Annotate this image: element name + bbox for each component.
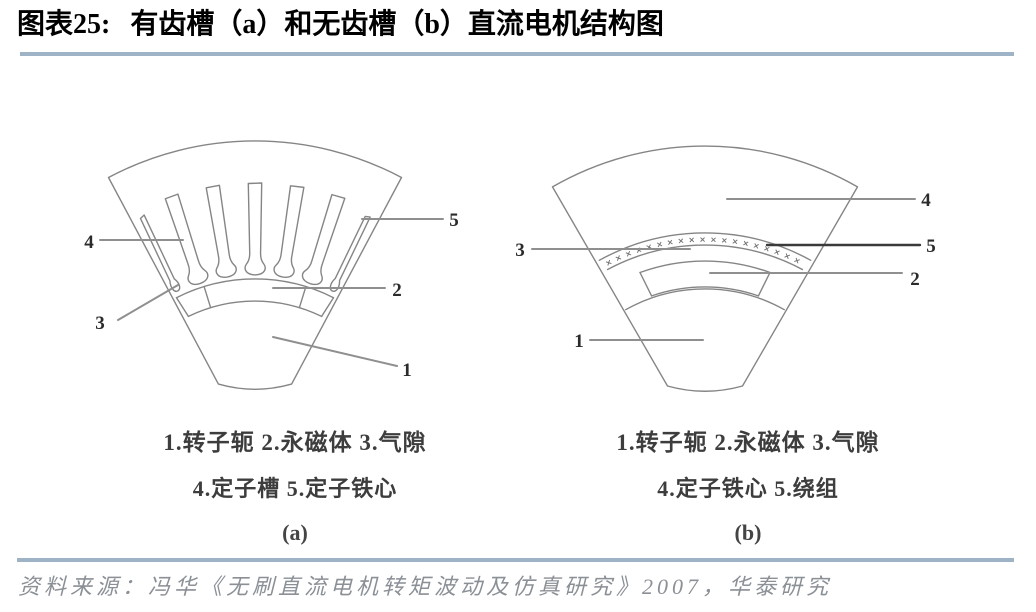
winding-band: × × × × × × × × × × × × × × × × × × × × … (495, 115, 812, 271)
stator-slot (299, 192, 349, 288)
caption-a-line1: 1.转子轭 2.永磁体 3.气隙 (163, 430, 427, 455)
magnet-inner-arc (650, 286, 760, 297)
magnet-outer-arc (639, 260, 771, 274)
magnet-division-line (298, 285, 307, 309)
magnet-division-line (203, 285, 212, 309)
stator-fan-outline (107, 140, 403, 390)
callout-number-2: 2 (392, 280, 402, 301)
permanent-magnet-segment (639, 260, 771, 297)
magnet-end-line (320, 297, 335, 318)
permanent-magnet-band (175, 278, 335, 318)
callout-line-3 (117, 284, 179, 321)
callout-number-5: 5 (926, 236, 936, 257)
callout-number-4: 4 (921, 190, 931, 211)
winding-inner-arc (606, 244, 804, 271)
magnet-end-line (175, 297, 190, 318)
magnet-end-line (757, 271, 771, 297)
stator-slot (244, 182, 266, 276)
stator-slot (202, 184, 238, 280)
caption-b-line2: 4.定子铁心 5.绕组 (657, 476, 839, 501)
callout-number-1: 1 (402, 360, 412, 381)
winding-x-marks: × × × × × × × × × × × × × × × × × × × × … (495, 115, 806, 268)
magnet-outer-arc (175, 278, 335, 299)
title-divider-rule (20, 52, 1014, 56)
callout-number-3: 3 (95, 313, 105, 334)
bottom-divider-rule (17, 558, 1014, 562)
callout-number-5: 5 (449, 210, 459, 231)
figure-title: 有齿槽（a）和无齿槽（b）直流电机结构图 (130, 9, 664, 40)
subfigure-tag-b: (b) (734, 520, 762, 545)
figure-number-label: 图表25: (17, 9, 111, 40)
callout-number-2: 2 (910, 269, 920, 290)
callout-number-3: 3 (515, 240, 525, 261)
stator-fan-outline (551, 145, 859, 392)
stator-slot (272, 184, 309, 280)
callout-line-1 (272, 336, 398, 367)
diagram-b-slotless-motor: × × × × × × × × × × × × × × × × × × × × … (495, 115, 936, 392)
stator-slots (137, 182, 373, 294)
caption-a-line2: 4.定子槽 5.定子铁心 (192, 476, 398, 501)
callout-number-1: 1 (574, 331, 584, 352)
diagram-a-slotted-motor: 4 5 2 3 1 (84, 140, 459, 390)
caption-diagram-b: 1.转子轭 2.永磁体 3.气隙 4.定子铁心 5.绕组 (b) (558, 423, 938, 546)
figure-header: 图表25: 有齿槽（a）和无齿槽（b）直流电机结构图 (17, 6, 664, 44)
subfigure-tag-a: (a) (282, 520, 308, 545)
magnet-inner-arc (187, 300, 323, 318)
source-line: 资料来源：冯华《无刷直流电机转矩波动及仿真研究》2007，华泰研究 (18, 574, 833, 599)
magnet-end-line (639, 271, 653, 297)
rotor-yoke-arc (625, 288, 785, 311)
callout-number-4: 4 (84, 232, 94, 253)
caption-diagram-a: 1.转子轭 2.永磁体 3.气隙 4.定子槽 5.定子铁心 (a) (105, 423, 485, 546)
caption-b-line1: 1.转子轭 2.永磁体 3.气隙 (616, 430, 880, 455)
